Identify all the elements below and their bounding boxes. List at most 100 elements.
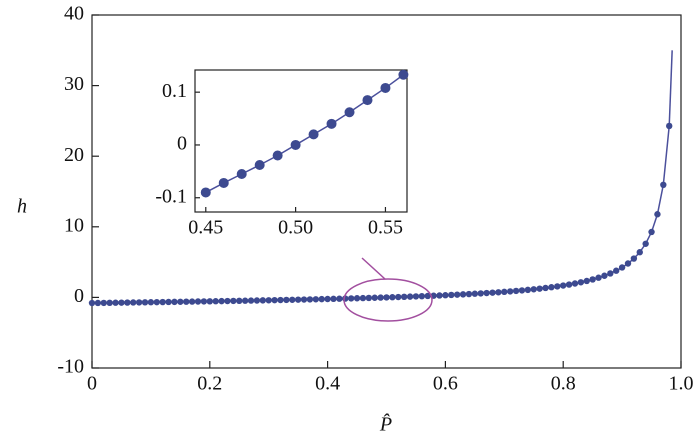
point — [418, 292, 426, 300]
point — [188, 298, 196, 305]
point — [495, 289, 502, 296]
point — [618, 264, 626, 271]
point — [224, 297, 231, 305]
point — [471, 290, 479, 297]
point — [254, 160, 265, 171]
point — [153, 298, 160, 306]
point — [253, 297, 261, 304]
point — [336, 295, 343, 302]
point — [230, 297, 237, 305]
point — [601, 272, 608, 279]
point — [236, 168, 247, 179]
point — [406, 293, 414, 300]
point — [459, 291, 467, 298]
y-tick-label: 0 — [177, 133, 187, 155]
point — [218, 177, 229, 188]
point — [583, 277, 590, 285]
point — [371, 294, 378, 301]
point — [183, 298, 190, 305]
point — [318, 295, 325, 303]
x-axis-label: P̂ — [379, 412, 392, 435]
point — [542, 284, 549, 292]
y-tick-label: 30 — [64, 73, 84, 95]
point — [489, 289, 496, 296]
point — [365, 294, 373, 302]
point — [589, 276, 596, 283]
point — [362, 95, 373, 106]
point — [141, 299, 149, 306]
point — [359, 294, 367, 302]
point — [501, 288, 508, 296]
point — [200, 187, 211, 198]
point — [272, 150, 283, 161]
point — [642, 240, 649, 247]
point — [300, 296, 308, 303]
point — [436, 292, 443, 299]
x-tick-label: 0.6 — [433, 373, 458, 395]
y-tick-label: 0 — [74, 285, 84, 307]
point — [112, 299, 119, 306]
x-tick-label: 0 — [87, 373, 97, 395]
point — [118, 299, 125, 306]
point — [212, 298, 219, 305]
point — [506, 288, 514, 295]
y-tick-label: 20 — [64, 144, 84, 166]
point — [344, 107, 355, 118]
point — [465, 290, 473, 298]
point — [395, 293, 402, 301]
point — [289, 296, 296, 303]
point — [377, 294, 384, 301]
point — [483, 289, 490, 297]
point — [171, 298, 178, 306]
point — [442, 292, 449, 299]
point — [660, 181, 667, 189]
point — [518, 287, 526, 294]
point — [571, 280, 579, 287]
point — [577, 279, 585, 286]
point — [654, 211, 661, 218]
point — [271, 296, 278, 304]
highlight-ellipse — [343, 278, 433, 322]
point — [380, 82, 391, 93]
point — [524, 286, 532, 294]
point — [159, 298, 166, 306]
point — [595, 274, 602, 281]
point — [389, 294, 396, 301]
y-axis-label: h — [17, 196, 27, 218]
point — [412, 293, 420, 300]
point — [294, 296, 302, 303]
point — [290, 139, 301, 150]
point — [265, 297, 272, 304]
x-tick-label: 0.55 — [368, 217, 403, 239]
y-tick-label: 40 — [64, 3, 84, 25]
point — [124, 299, 131, 306]
point — [312, 296, 320, 303]
point — [383, 294, 390, 301]
point — [554, 283, 561, 290]
point — [308, 129, 319, 140]
point — [477, 290, 484, 297]
point — [347, 295, 355, 302]
point — [88, 299, 96, 307]
point — [326, 118, 337, 129]
connector-line — [361, 257, 386, 280]
point — [236, 297, 243, 305]
x-tick-label: 0.4 — [315, 373, 340, 395]
point — [448, 291, 455, 299]
point — [400, 293, 408, 301]
point — [560, 282, 567, 289]
point — [548, 284, 555, 291]
x-tick-label: 0.50 — [278, 217, 313, 239]
point — [453, 291, 461, 298]
point — [283, 296, 290, 304]
point — [607, 270, 614, 277]
point — [666, 122, 673, 130]
point — [259, 297, 267, 304]
point — [194, 298, 202, 305]
point — [135, 299, 143, 306]
x-tick-label: 0.8 — [551, 373, 576, 395]
point — [106, 299, 113, 307]
point — [277, 296, 284, 304]
point — [306, 296, 314, 303]
y-tick-label: 0.1 — [162, 80, 187, 102]
